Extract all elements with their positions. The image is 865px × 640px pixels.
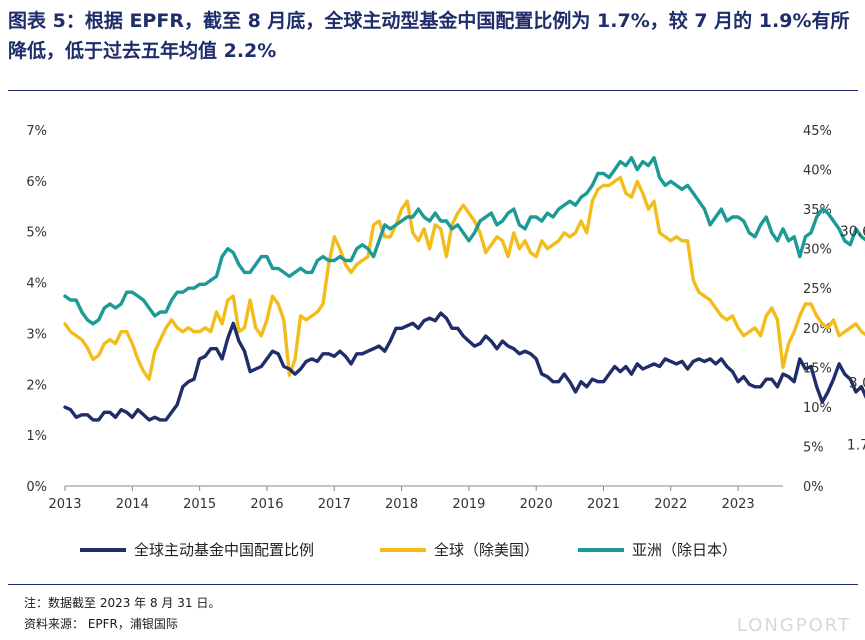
y-right-tick-label: 0%	[803, 480, 824, 495]
title-divider	[8, 90, 858, 91]
x-tick-label: 2016	[250, 497, 283, 512]
chart-end-labels: 30.6% 3.0% 1.7%	[840, 224, 865, 454]
source-note: 资料来源： EPFR，浦银国际	[24, 617, 178, 631]
series-line-2	[63, 156, 865, 326]
x-tick-label: 2018	[385, 497, 418, 512]
y-right-tick-label: 45%	[803, 124, 832, 139]
legend-label-1: 全球（除美国）	[434, 541, 539, 559]
y-right-tick-label: 25%	[803, 282, 832, 297]
x-tick-label: 2013	[48, 497, 81, 512]
y-right-tick-label: 40%	[803, 164, 832, 179]
y-right-tick-label: 30%	[803, 243, 832, 258]
footnote: 注：数据截至 2023 年 8 月 31 日。	[24, 596, 221, 610]
chart-series-group	[63, 156, 865, 422]
y-left-tick-label: 4%	[26, 277, 47, 292]
y-right-tick-label: 5%	[803, 440, 824, 455]
y-left-tick-label: 3%	[26, 327, 47, 342]
x-tick-label: 2021	[587, 497, 620, 512]
x-tick-label: 2019	[452, 497, 485, 512]
legend-label-2: 亚洲（除日本）	[632, 541, 737, 559]
x-tick-label: 2015	[183, 497, 216, 512]
y-left-tick-label: 5%	[26, 226, 47, 241]
legend-item-0[interactable]: 全球主动基金中国配置比例	[80, 541, 314, 559]
x-tick-label: 2020	[520, 497, 553, 512]
legend-item-2[interactable]: 亚洲（除日本）	[578, 541, 737, 559]
end-label-1: 3.0%	[849, 376, 865, 392]
chart-title: 图表 5：根据 EPFR，截至 8 月底，全球主动型基金中国配置比例为 1.7%…	[8, 10, 850, 62]
x-tick-label: 2017	[318, 497, 351, 512]
y-left-tick-label: 1%	[26, 429, 47, 444]
series-line-1	[63, 175, 865, 381]
chart-axes: 2013 2014 2015 2016 2017 2018 2019 2020 2021 2022…	[26, 124, 832, 512]
y-left-tick-label: 6%	[26, 175, 47, 190]
chart-legend[interactable]: 全球主动基金中国配置比例 全球（除美国） 亚洲（除日本）	[80, 541, 737, 559]
watermark: LONGPORT	[736, 615, 851, 636]
legend-item-1[interactable]: 全球（除美国）	[380, 541, 539, 559]
footer-divider	[8, 584, 858, 585]
y-right-tick-label: 35%	[803, 203, 832, 218]
line-chart: 2013 2014 2015 2016 2017 2018 2019 2020 2021 2022…	[26, 124, 865, 559]
series-line-0	[63, 311, 865, 422]
y-left-tick-label: 7%	[26, 124, 47, 139]
end-label-2: 30.6%	[840, 224, 865, 240]
legend-label-0: 全球主动基金中国配置比例	[134, 541, 314, 559]
y-right-tick-label: 10%	[803, 401, 832, 416]
x-tick-label: 2023	[722, 497, 755, 512]
x-tick-label: 2014	[116, 497, 149, 512]
end-label-0: 1.7%	[847, 438, 865, 454]
y-left-tick-label: 0%	[26, 480, 47, 495]
y-left-tick-label: 2%	[26, 378, 47, 393]
x-tick-label: 2022	[654, 497, 687, 512]
